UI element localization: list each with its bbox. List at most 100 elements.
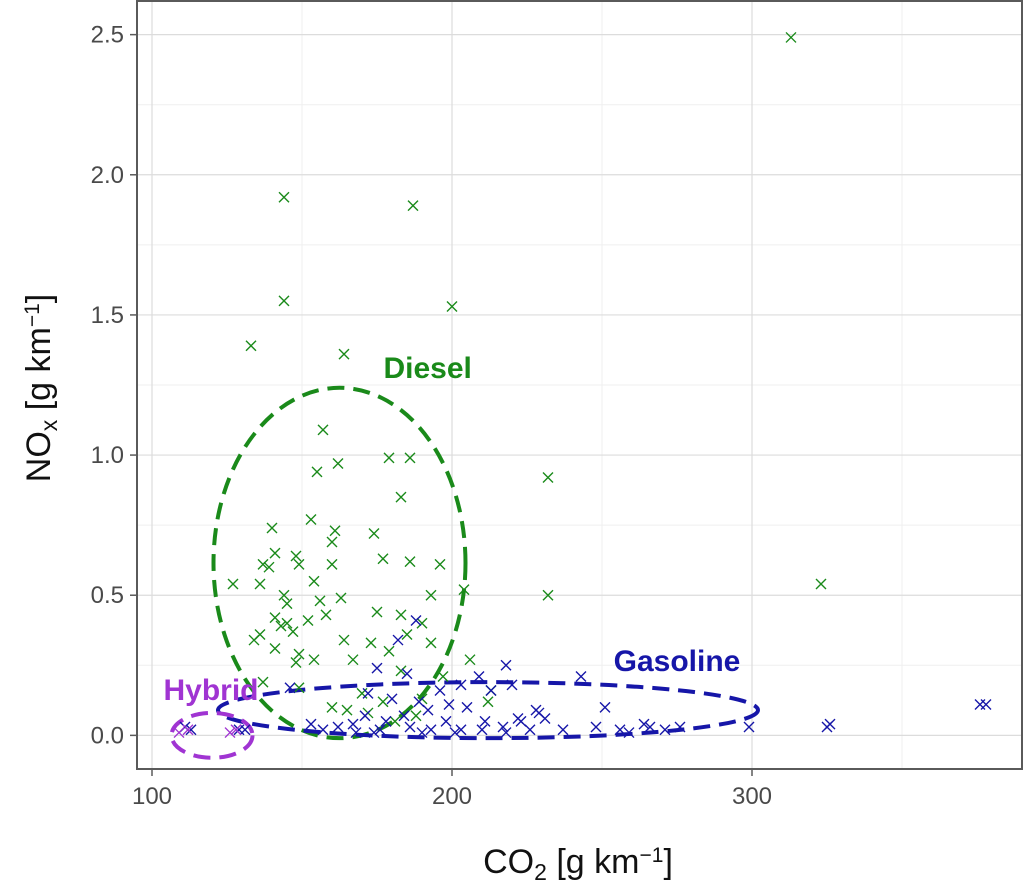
diesel-data-point (542, 589, 554, 601)
x-axis-title-sub: 2 (534, 859, 547, 885)
x-axis-title-unit: [g km (547, 843, 640, 881)
diesel-data-point (281, 598, 293, 610)
gasoline-data-point (455, 679, 467, 691)
gasoline-data-point (398, 710, 410, 722)
data-points (173, 31, 992, 739)
diesel-data-point (317, 424, 329, 436)
y-tick-label: 0.5 (91, 582, 124, 609)
diesel-data-point (305, 514, 317, 526)
gasoline-data-point (284, 682, 296, 694)
diesel-data-point (326, 701, 338, 713)
hybrid-data-point (173, 727, 185, 739)
diesel-data-point (383, 645, 395, 657)
gasoline-data-point (401, 668, 413, 680)
diesel-data-point (785, 31, 797, 43)
diesel-data-point (308, 654, 320, 666)
diesel-data-point (269, 612, 281, 624)
gasoline-data-point (557, 724, 569, 736)
gasoline-data-point (374, 724, 386, 736)
diesel-data-point (404, 556, 416, 568)
diesel-data-point (395, 609, 407, 621)
group-labels: Diesel Gasoline Hybrid (164, 352, 741, 707)
y-tick-label: 0.0 (91, 722, 124, 749)
gasoline-data-point (413, 696, 425, 708)
diesel-data-point (269, 642, 281, 654)
diesel-data-point (308, 575, 320, 587)
diesel-data-point (311, 466, 323, 478)
gasoline-label: Gasoline (614, 645, 741, 678)
x-tick-label: 100 (132, 783, 172, 810)
diesel-data-point (542, 472, 554, 483)
gasoline-data-point (434, 685, 446, 697)
gasoline-data-point (440, 715, 452, 727)
gasoline-data-point (659, 724, 671, 736)
x-axis-title-suffix: ] (663, 843, 672, 881)
gasoline-data-point (824, 718, 836, 730)
gasoline-data-point (425, 724, 437, 736)
gasoline-data-point (974, 699, 986, 711)
diesel-data-point (326, 558, 338, 570)
y-axis-title-unit: [g km (20, 327, 58, 420)
y-tick-label: 2.5 (91, 22, 124, 49)
diesel-data-point (266, 522, 278, 534)
gasoline-data-point (674, 721, 686, 733)
x-axis-title-base: CO (483, 843, 534, 881)
diesel-data-point (425, 589, 437, 601)
diesel-data-point (227, 578, 239, 590)
diesel-data-point (464, 654, 476, 666)
gasoline-data-point (380, 715, 392, 727)
diesel-data-point (401, 628, 413, 640)
diesel-data-point (446, 301, 458, 313)
diesel-data-point (371, 606, 383, 618)
diesel-data-point (293, 558, 305, 570)
gasoline-data-point (368, 727, 380, 739)
gasoline-data-point (533, 707, 545, 719)
gasoline-data-point (623, 727, 635, 739)
diesel-data-point (302, 614, 314, 626)
gasoline-data-point (362, 687, 374, 699)
gasoline-data-point (575, 671, 587, 682)
diesel-data-point (257, 676, 269, 688)
diesel-data-point (377, 553, 389, 565)
x-axis-title: CO2 [g km−1] (483, 843, 673, 885)
gasoline-data-point (386, 693, 398, 705)
y-axis-title: NOx [g km−1] (20, 294, 62, 482)
diesel-data-point (332, 457, 344, 469)
diesel-data-point (293, 682, 305, 694)
diesel-data-point (263, 561, 275, 573)
gasoline-data-point (350, 727, 362, 739)
gasoline-data-point (512, 713, 524, 725)
diesel-data-point (281, 617, 293, 629)
diesel-data-point (389, 715, 401, 727)
gasoline-data-point (638, 718, 650, 730)
diesel-ellipse (211, 385, 468, 741)
diesel-data-point (338, 634, 350, 646)
gasoline-data-point (455, 724, 467, 736)
gasoline-data-point (392, 634, 404, 646)
gasoline-data-point (479, 715, 491, 727)
gasoline-data-point (332, 721, 344, 733)
diesel-data-point (377, 696, 389, 708)
y-tick-label: 2.0 (91, 162, 124, 189)
gasoline-data-point (599, 701, 611, 713)
gasoline-data-point (449, 727, 461, 739)
diesel-data-point (290, 656, 302, 668)
plot-border (136, 0, 1023, 770)
y-axis-title-base: NO (20, 431, 58, 482)
gasoline-data-point (497, 721, 509, 733)
gasoline-data-point (416, 727, 428, 739)
x-tick-label: 300 (732, 783, 772, 810)
gasoline-data-point (500, 727, 512, 739)
gasoline-data-point (185, 724, 197, 736)
gasoline-ellipse (216, 680, 760, 741)
diesel-data-point (245, 340, 257, 352)
diesel-data-point (404, 452, 416, 464)
gasoline-data-point (524, 724, 536, 736)
gasoline-data-point (614, 724, 626, 736)
gasoline-data-point (347, 718, 359, 730)
y-axis-title-sup: −1 (21, 303, 44, 327)
diesel-data-point (407, 200, 419, 212)
diesel-data-point (482, 696, 494, 708)
gasoline-data-point (590, 721, 602, 733)
gasoline-data-point (239, 724, 251, 736)
